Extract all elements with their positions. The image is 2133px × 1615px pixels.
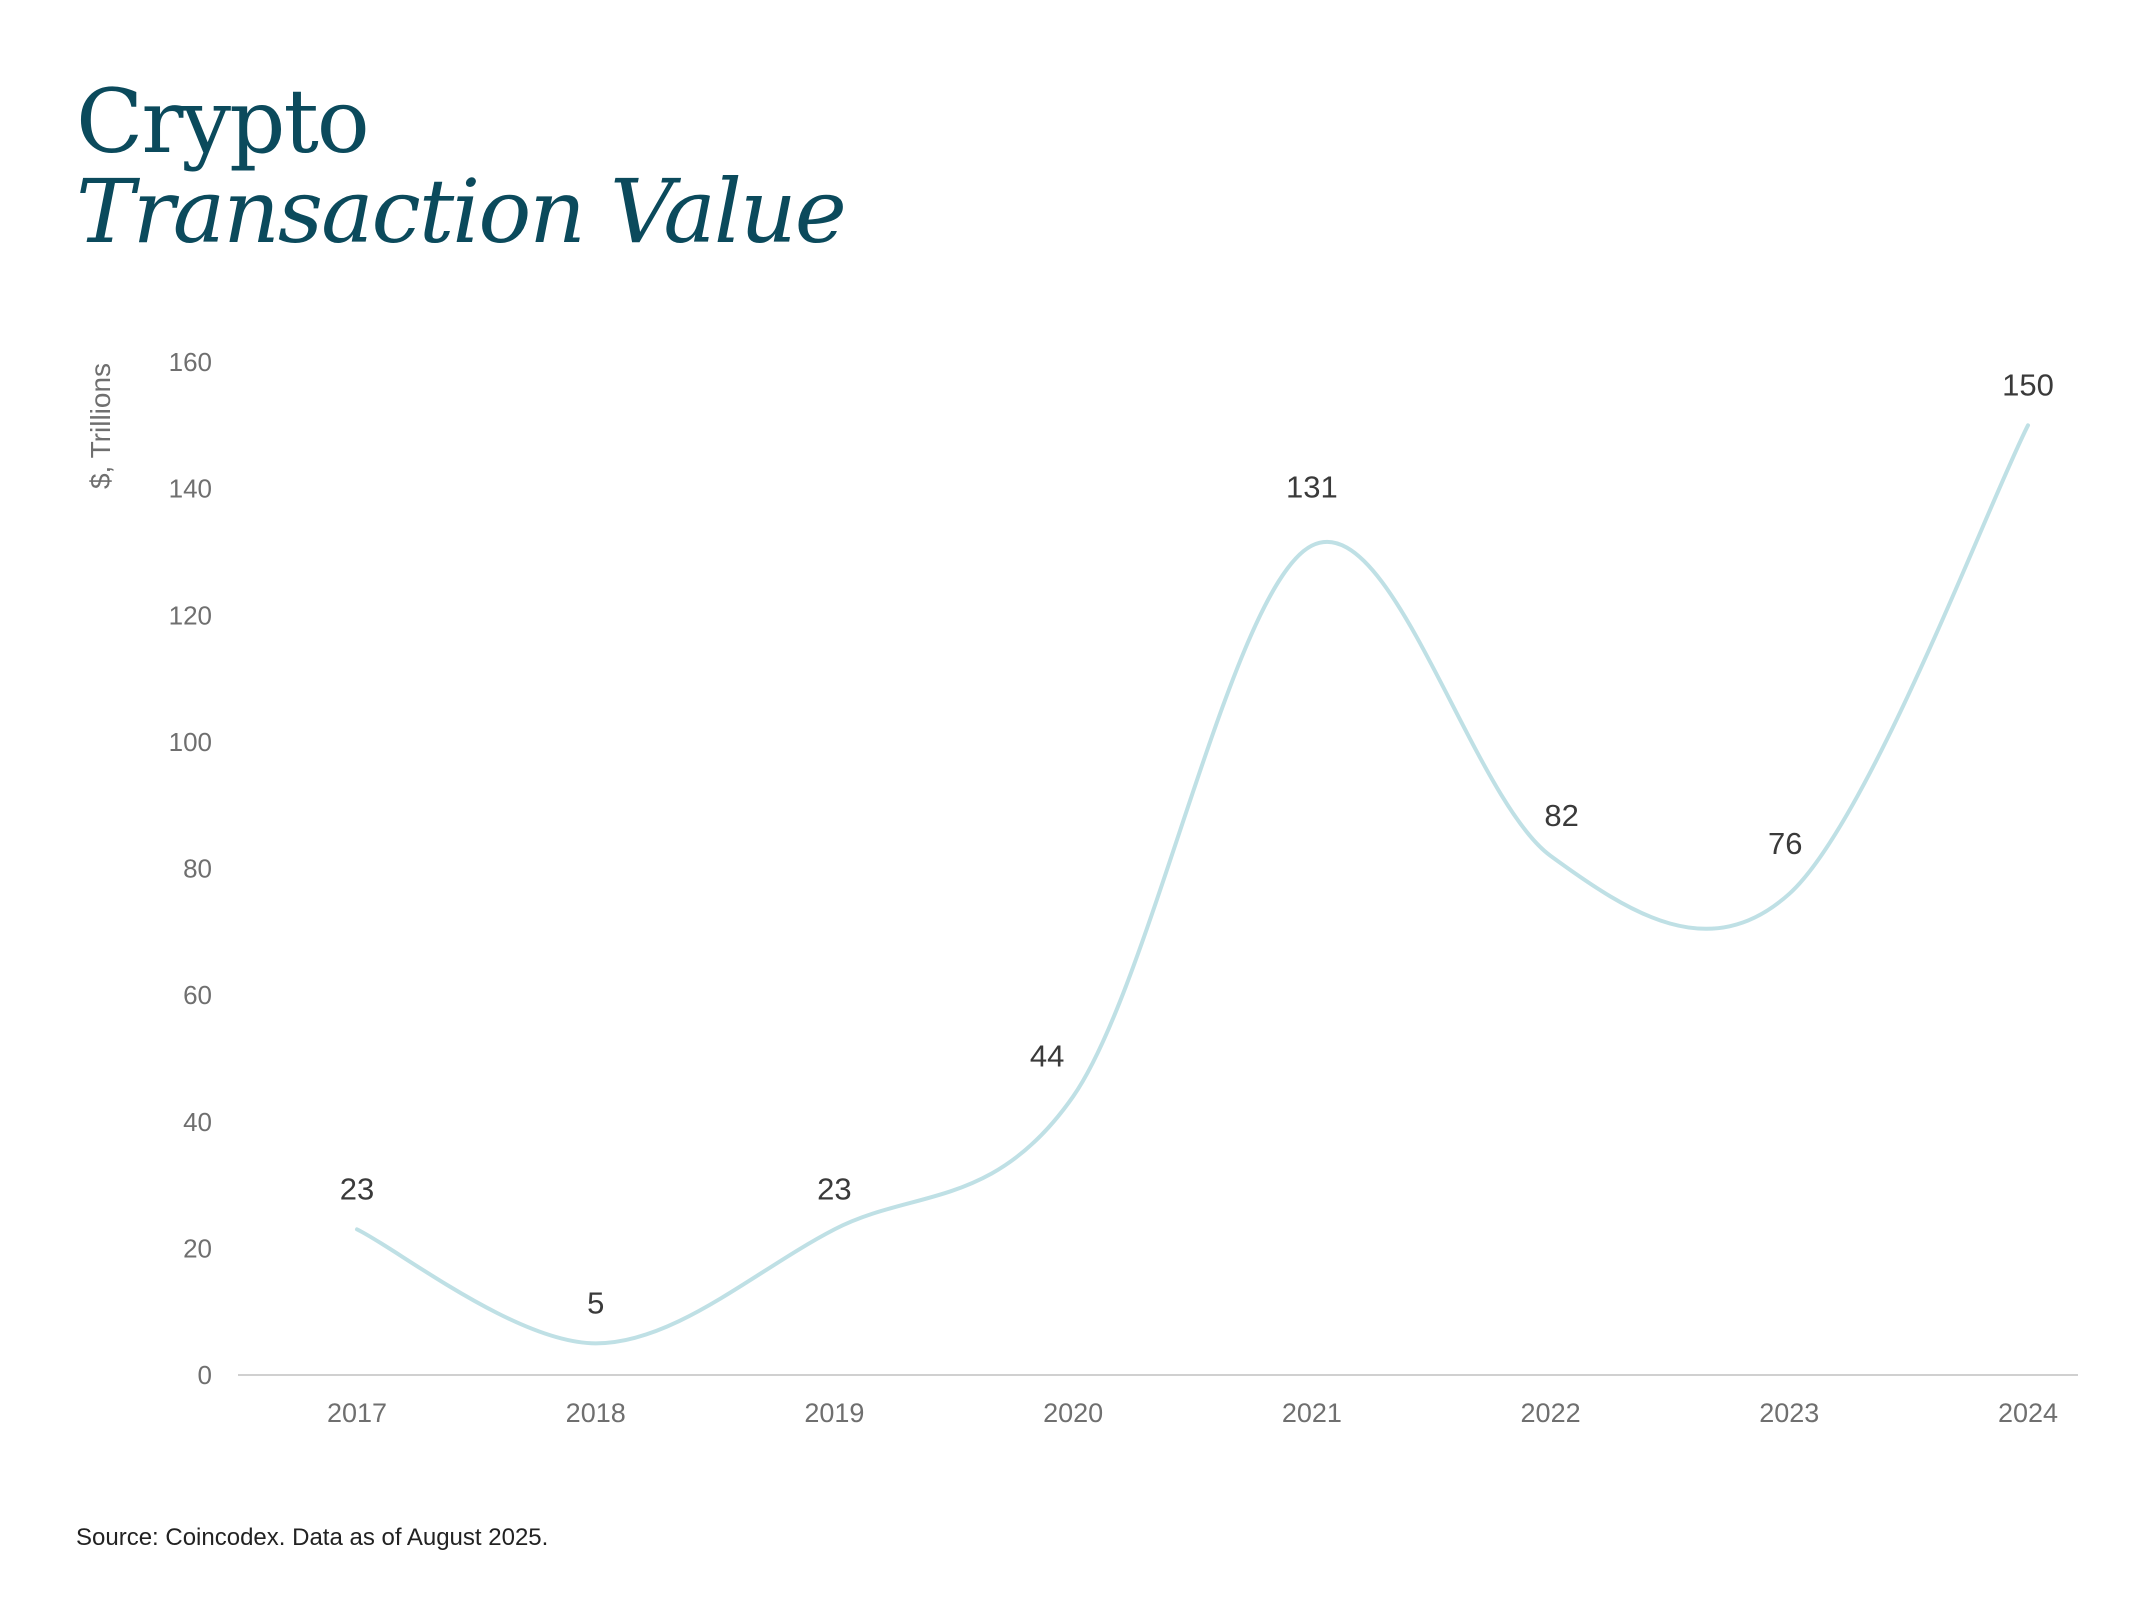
data-label: 82: [1544, 798, 1578, 833]
x-tick-label: 2024: [1998, 1398, 2058, 1428]
x-tick-label: 2020: [1043, 1398, 1103, 1428]
chart-title-line2: Transaction Value: [76, 160, 847, 263]
data-label: 44: [1030, 1038, 1064, 1073]
x-tick-label: 2022: [1521, 1398, 1581, 1428]
y-tick-label: 140: [169, 474, 212, 504]
y-tick-label: 60: [183, 980, 212, 1010]
source-note: Source: Coincodex. Data as of August 202…: [76, 1524, 549, 1551]
y-tick-label: 160: [169, 347, 212, 377]
x-tick-label: 2019: [804, 1398, 864, 1428]
data-label: 23: [340, 1171, 374, 1206]
y-tick-label: 120: [169, 600, 212, 630]
x-tick-label: 2023: [1759, 1398, 1819, 1428]
chart-title: Crypto Transaction Value: [76, 70, 847, 263]
x-tick-label: 2021: [1282, 1398, 1342, 1428]
y-axis-label: $, Trillions: [85, 363, 116, 489]
data-label: 131: [1286, 470, 1338, 505]
y-tick-label: 40: [183, 1107, 212, 1137]
y-tick-label: 0: [198, 1360, 212, 1390]
y-tick-label: 20: [183, 1233, 212, 1263]
y-tick-label: 80: [183, 854, 212, 884]
chart-title-line1: Crypto: [76, 70, 370, 173]
x-tick-label: 2018: [566, 1398, 626, 1428]
series-line: [355, 423, 2030, 1346]
data-label: 150: [2002, 367, 2054, 402]
data-label: 76: [1768, 826, 1802, 861]
x-tick-label: 2017: [327, 1398, 387, 1428]
data-label: 23: [817, 1171, 851, 1206]
y-tick-label: 100: [169, 727, 212, 757]
data-label: 5: [587, 1285, 604, 1320]
